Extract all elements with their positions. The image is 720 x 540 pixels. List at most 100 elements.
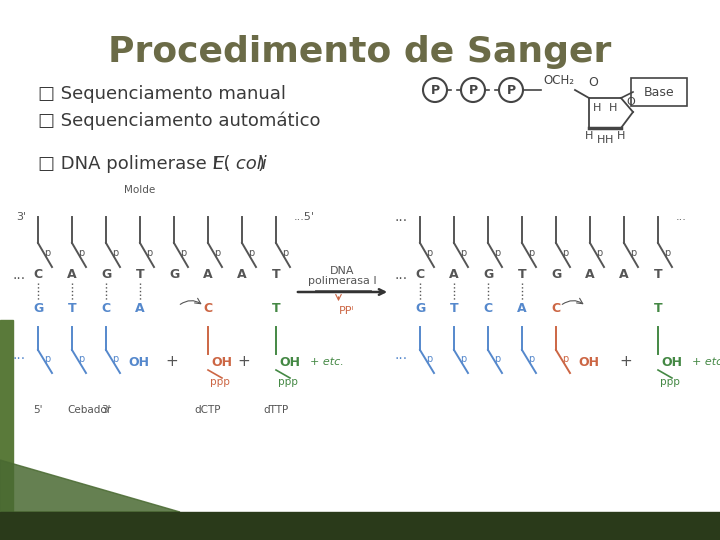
- Text: ppp: ppp: [278, 377, 298, 387]
- Text: ...: ...: [13, 348, 26, 362]
- Text: p: p: [78, 354, 84, 364]
- Text: p: p: [494, 354, 500, 364]
- Text: ...: ...: [13, 268, 26, 282]
- Text: ...: ...: [395, 268, 408, 282]
- Text: Base: Base: [644, 85, 675, 98]
- Text: C: C: [552, 301, 561, 314]
- Text: Cebador: Cebador: [67, 405, 111, 415]
- Text: +: +: [238, 354, 251, 369]
- Text: OH: OH: [578, 355, 599, 368]
- Text: p: p: [44, 248, 50, 258]
- Text: T: T: [271, 268, 280, 281]
- Text: T: T: [68, 301, 76, 314]
- Text: PPᴵ: PPᴵ: [338, 306, 354, 316]
- Text: p: p: [146, 248, 152, 258]
- Text: ...5': ...5': [294, 212, 315, 222]
- Text: A: A: [135, 301, 145, 314]
- Text: O: O: [626, 97, 635, 107]
- Text: □ Sequenciamento automático: □ Sequenciamento automático: [38, 112, 320, 131]
- Text: G: G: [169, 268, 179, 281]
- Text: p: p: [528, 248, 534, 258]
- Text: p: p: [426, 248, 432, 258]
- Text: OCH₂: OCH₂: [543, 74, 574, 87]
- Text: p: p: [214, 248, 220, 258]
- Text: H: H: [593, 103, 601, 113]
- Text: □ DNA polimerase I (: □ DNA polimerase I (: [38, 155, 230, 173]
- Text: + etc.: + etc.: [310, 357, 343, 367]
- Text: A: A: [67, 268, 77, 281]
- Text: p: p: [664, 248, 670, 258]
- Text: A: A: [237, 268, 247, 281]
- Text: T: T: [518, 268, 526, 281]
- Text: A: A: [449, 268, 459, 281]
- Text: OH: OH: [661, 355, 682, 368]
- Bar: [0, 512, 720, 540]
- Text: H: H: [585, 131, 593, 141]
- Text: T: T: [271, 301, 280, 314]
- Text: polimerasa I: polimerasa I: [308, 276, 377, 286]
- Text: C: C: [33, 268, 42, 281]
- Text: C: C: [483, 301, 492, 314]
- Text: ppp: ppp: [210, 377, 230, 387]
- Text: p: p: [528, 354, 534, 364]
- Text: p: p: [282, 248, 288, 258]
- Text: Procedimento de Sanger: Procedimento de Sanger: [108, 35, 612, 69]
- Text: ...: ...: [395, 348, 408, 362]
- Text: O: O: [588, 76, 598, 89]
- Text: p: p: [44, 354, 50, 364]
- Text: 5': 5': [33, 405, 42, 415]
- Text: A: A: [585, 268, 595, 281]
- Text: 3': 3': [16, 212, 26, 222]
- Text: ...: ...: [395, 210, 408, 224]
- Text: p: p: [460, 354, 466, 364]
- Text: G: G: [415, 301, 425, 314]
- Text: C: C: [415, 268, 425, 281]
- Polygon shape: [0, 460, 180, 512]
- Text: ): ): [258, 155, 265, 173]
- Text: p: p: [180, 248, 186, 258]
- Text: p: p: [248, 248, 254, 258]
- Text: p: p: [426, 354, 432, 364]
- Text: □ Sequenciamento manual: □ Sequenciamento manual: [38, 85, 286, 103]
- Text: OH: OH: [211, 355, 232, 368]
- Text: OH: OH: [279, 355, 300, 368]
- Text: p: p: [78, 248, 84, 258]
- Text: +: +: [166, 354, 179, 369]
- Text: p: p: [112, 354, 118, 364]
- Text: H: H: [605, 135, 613, 145]
- Text: E. coli: E. coli: [213, 155, 266, 173]
- Text: T: T: [654, 268, 662, 281]
- Text: C: C: [102, 301, 111, 314]
- Text: ppp: ppp: [660, 377, 680, 387]
- Text: dCTP: dCTP: [194, 405, 221, 415]
- Text: OH: OH: [128, 355, 149, 368]
- Text: +: +: [620, 354, 632, 369]
- Text: A: A: [203, 268, 213, 281]
- Text: C: C: [204, 301, 212, 314]
- Text: p: p: [630, 248, 636, 258]
- Text: Molde: Molde: [125, 185, 156, 195]
- Text: p: p: [460, 248, 466, 258]
- Text: 3': 3': [102, 405, 111, 415]
- Text: A: A: [517, 301, 527, 314]
- Text: P: P: [506, 84, 516, 97]
- Text: ...: ...: [676, 212, 687, 222]
- Text: + etc.: + etc.: [692, 357, 720, 367]
- Bar: [0, 320, 13, 540]
- Text: G: G: [483, 268, 493, 281]
- FancyBboxPatch shape: [631, 78, 687, 106]
- Text: A: A: [619, 268, 629, 281]
- Text: dTTP: dTTP: [264, 405, 289, 415]
- Text: p: p: [562, 354, 568, 364]
- Text: T: T: [135, 268, 144, 281]
- Text: P: P: [431, 84, 440, 97]
- Text: H: H: [609, 103, 617, 113]
- Text: p: p: [562, 248, 568, 258]
- Text: p: p: [112, 248, 118, 258]
- Text: G: G: [101, 268, 111, 281]
- Text: T: T: [654, 301, 662, 314]
- Text: G: G: [33, 301, 43, 314]
- Text: p: p: [494, 248, 500, 258]
- Text: H: H: [597, 135, 606, 145]
- Text: p: p: [596, 248, 602, 258]
